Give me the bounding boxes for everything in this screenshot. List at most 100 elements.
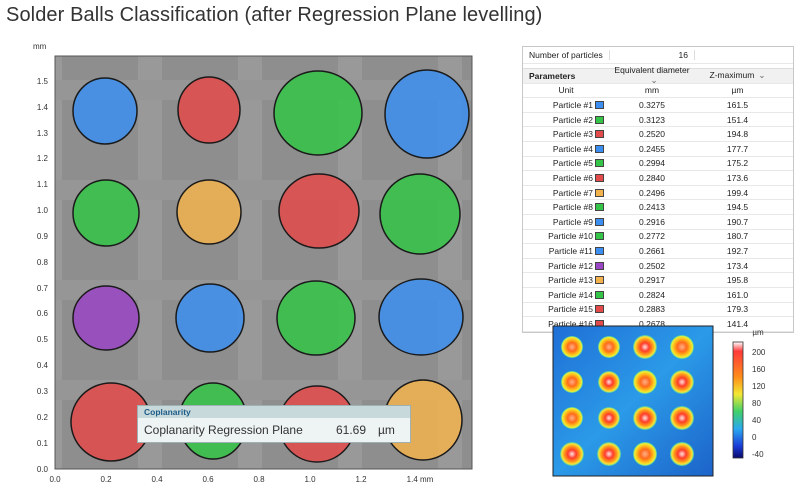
particle-name: Particle #2 <box>552 114 593 125</box>
colorbar-tick: 80 <box>752 399 761 408</box>
particle-overlay[interactable] <box>379 173 461 255</box>
table-row[interactable]: Particle #10 0.2772 180.7 <box>523 230 793 245</box>
particle-name-cell: Particle #11 <box>523 246 609 256</box>
table-row[interactable]: Particle #5 0.2994 175.2 <box>523 157 793 172</box>
particle-color-swatch <box>595 290 604 299</box>
particle-overlay[interactable] <box>276 280 356 356</box>
tooltip-value: 61.69 <box>335 423 366 437</box>
particle-name: Particle #6 <box>552 172 593 183</box>
colorbar-ticks: 200 160 120 80 40 0 -40 <box>752 348 766 459</box>
particle-overlay[interactable] <box>384 69 470 159</box>
y-axis: 1.5 1.4 1.3 1.2 1.1 1.0 0.9 0.8 0.7 0.6 … <box>37 77 49 474</box>
z-max-cell: 161.5 <box>726 99 749 110</box>
particle-color-swatch <box>595 173 604 182</box>
particle-overlay[interactable] <box>175 283 245 353</box>
equivalent-diameter-dropdown[interactable]: Equivalent diameter⌄ <box>609 65 695 86</box>
particle-overlay[interactable] <box>72 77 138 145</box>
chevron-down-icon: ⌄ <box>650 75 658 86</box>
y-tick-label: 1.3 <box>37 129 49 138</box>
tooltip-label: Coplanarity Regression Plane <box>144 423 303 437</box>
x-tick-label: 0.6 <box>202 475 214 484</box>
z-max-cell: 175.2 <box>726 158 749 169</box>
particle-color-swatch <box>595 188 604 197</box>
particle-color-swatch <box>595 203 604 212</box>
z-unit: µm <box>731 85 744 96</box>
table-row[interactable]: Particle #2 0.3123 151.4 <box>523 113 793 128</box>
particle-name: Particle #7 <box>552 187 593 198</box>
particle-name-cell: Particle #8 <box>523 202 609 212</box>
particle-name-cell: Particle #9 <box>523 217 609 227</box>
particle-name-cell: Particle #14 <box>523 290 609 300</box>
z-max-cell: 177.7 <box>726 143 749 154</box>
y-tick-label: 0.3 <box>37 387 49 396</box>
diameter-cell: 0.2840 <box>639 172 665 183</box>
particle-overlay[interactable] <box>176 179 242 245</box>
particle-overlay[interactable] <box>273 70 363 156</box>
particle-color-swatch <box>595 246 604 255</box>
y-tick-label: 1.5 <box>37 77 49 86</box>
particle-name-cell: Particle #4 <box>523 144 609 154</box>
particle-name: Particle #8 <box>552 202 593 213</box>
x-axis: 0.0 0.2 0.4 0.6 0.8 1.0 1.2 1.4 mm <box>49 475 433 484</box>
y-tick-label: 0.4 <box>37 361 49 370</box>
particle-name-cell: Particle #2 <box>523 115 609 125</box>
particle-name: Particle #12 <box>548 260 593 271</box>
diameter-cell: 0.2917 <box>639 275 665 286</box>
particle-color-swatch <box>595 217 604 226</box>
table-row[interactable]: Particle #8 0.2413 194.5 <box>523 200 793 215</box>
z-max-cell: 199.4 <box>726 187 749 198</box>
chevron-down-icon: ⌄ <box>758 70 766 81</box>
y-tick-label: 0.0 <box>37 465 49 474</box>
height-map-balls <box>560 335 694 466</box>
particle-name: Particle #13 <box>548 275 593 286</box>
particle-name-cell: Particle #5 <box>523 158 609 168</box>
page-title: Solder Balls Classification (after Regre… <box>6 4 543 26</box>
particle-overlay[interactable] <box>378 278 464 356</box>
particle-name: Particle #9 <box>552 216 593 227</box>
table-row[interactable]: Particle #1 0.3275 161.5 <box>523 98 793 113</box>
particle-overlay[interactable] <box>278 173 360 249</box>
particle-name: Particle #11 <box>548 245 593 256</box>
unit-label: Unit <box>558 85 574 96</box>
z-max-cell: 194.5 <box>726 202 749 213</box>
diameter-cell: 0.2994 <box>639 158 665 169</box>
table-row[interactable]: Particle #12 0.2502 173.4 <box>523 259 793 274</box>
colorbar-unit: µm <box>752 328 764 337</box>
table-row[interactable]: Particle #11 0.2661 192.7 <box>523 244 793 259</box>
particle-name: Particle #15 <box>548 304 593 315</box>
x-tick-label: 1.0 <box>304 475 316 484</box>
particle-name-cell: Particle #1 <box>523 100 609 110</box>
particle-name-cell: Particle #15 <box>523 304 609 314</box>
z-max-cell: 151.4 <box>726 114 749 125</box>
table-row[interactable]: Particle #13 0.2917 195.8 <box>523 273 793 288</box>
diameter-cell: 0.2916 <box>639 216 665 227</box>
particle-name-cell: Particle #12 <box>523 261 609 271</box>
table-row[interactable]: Particle #14 0.2824 161.0 <box>523 288 793 303</box>
diameter-unit: mm <box>644 85 660 96</box>
particle-color-swatch <box>595 115 604 124</box>
y-tick-label: 0.8 <box>37 258 49 267</box>
height-map-panel[interactable]: µm 200 160 120 80 40 0 -40 <box>522 322 802 482</box>
particle-overlay[interactable] <box>72 285 140 351</box>
unit-row: Unit mm µm <box>523 84 793 99</box>
table-row[interactable]: Particle #7 0.2496 199.4 <box>523 186 793 201</box>
particle-overlay[interactable] <box>177 76 241 144</box>
particle-overlay[interactable] <box>72 179 140 247</box>
particle-color-swatch <box>595 276 604 285</box>
table-row[interactable]: Particle #4 0.2455 177.7 <box>523 142 793 157</box>
particle-name: Particle #16 <box>548 318 593 329</box>
table-row[interactable]: Particle #15 0.2883 179.3 <box>523 303 793 318</box>
colorbar-tick: 200 <box>752 348 766 357</box>
particle-color-swatch <box>595 232 604 241</box>
particle-name: Particle #14 <box>548 289 593 300</box>
diameter-cell: 0.2496 <box>639 187 665 198</box>
z-max-cell: 173.6 <box>726 172 749 183</box>
table-row[interactable]: Particle #9 0.2916 190.7 <box>523 215 793 230</box>
y-tick-label: 0.2 <box>37 413 49 422</box>
particle-name-cell: Particle #6 <box>523 173 609 183</box>
solder-ball-image-plot[interactable]: mm 1.5 1.4 1.3 1.2 1.1 1.0 0.9 0.8 0.7 0… <box>0 38 500 499</box>
table-row[interactable]: Particle #6 0.2840 173.6 <box>523 171 793 186</box>
table-row[interactable]: Particle #3 0.2520 194.8 <box>523 127 793 142</box>
diameter-cell: 0.2661 <box>639 245 665 256</box>
z-maximum-dropdown[interactable]: Z-maximum ⌄ <box>695 70 780 81</box>
